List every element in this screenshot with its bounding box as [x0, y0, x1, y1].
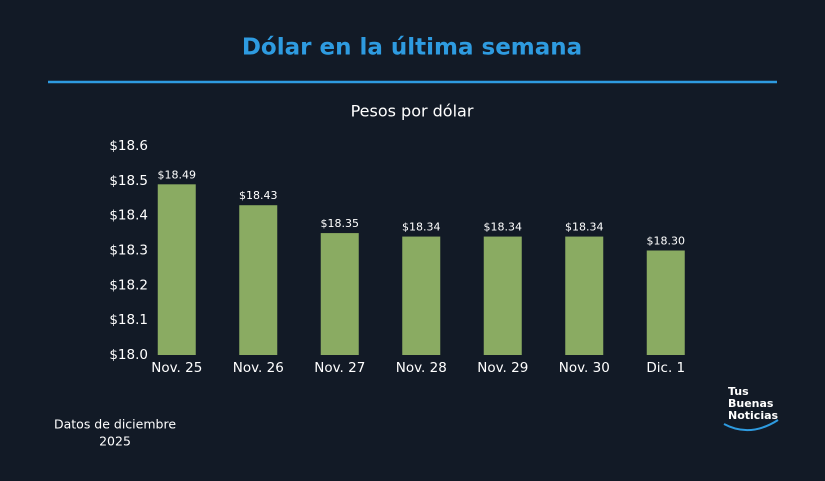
value-label: $18.43 [239, 189, 278, 202]
value-label: $18.49 [158, 168, 197, 181]
bar [402, 236, 441, 355]
y-tick-label: $18.3 [109, 243, 148, 259]
value-label: $18.35 [321, 217, 360, 230]
chart-subtitle: Pesos por dólar [351, 102, 474, 121]
y-tick-label: $18.2 [109, 277, 148, 293]
x-tick-label: Nov. 29 [477, 360, 528, 376]
value-label: $18.34 [402, 221, 441, 234]
logo-text: Buenas [728, 397, 774, 410]
y-tick-label: $18.4 [109, 208, 148, 224]
x-tick-label: Nov. 25 [151, 360, 202, 376]
x-tick-label: Nov. 26 [233, 360, 284, 376]
chart-title: Dólar en la última semana [242, 35, 582, 61]
y-tick-label: $18.0 [109, 347, 148, 363]
logo-swoosh [723, 419, 779, 431]
y-tick-label: $18.6 [109, 138, 148, 154]
bar [157, 184, 196, 355]
bar [646, 250, 685, 355]
y-tick-label: $18.1 [109, 312, 148, 328]
logo-text: Noticias [728, 409, 779, 422]
x-tick-label: Nov. 30 [559, 360, 610, 376]
x-tick-label: Nov. 27 [314, 360, 365, 376]
bar [565, 236, 604, 355]
value-label: $18.34 [565, 221, 604, 234]
bar [483, 236, 522, 355]
y-tick-label: $18.5 [109, 173, 148, 189]
x-tick-label: Nov. 28 [396, 360, 447, 376]
value-label: $18.30 [647, 235, 686, 248]
footnote: Datos de diciembre [54, 417, 176, 432]
bar [320, 233, 359, 355]
logo-text: Tus [728, 385, 749, 398]
value-label: $18.34 [484, 221, 523, 234]
x-tick-label: Dic. 1 [646, 360, 685, 376]
footnote: 2025 [99, 434, 131, 449]
bar [239, 205, 278, 355]
